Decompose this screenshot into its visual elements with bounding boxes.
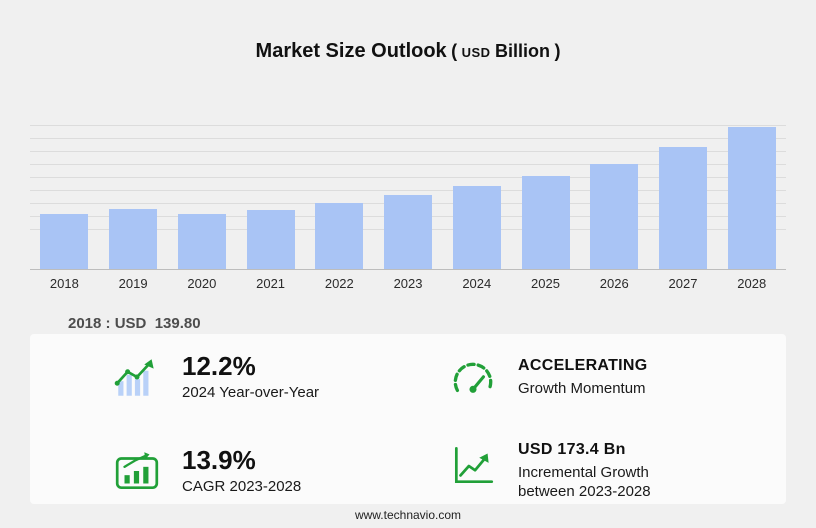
bar-2022 — [315, 203, 364, 269]
bar-chart-plot-area — [30, 125, 786, 270]
stat-momentum-value: ACCELERATING — [518, 357, 648, 374]
stat-incremental-growth: USD 173.4 Bn Incremental Growth between … — [448, 440, 693, 501]
bar-slot — [511, 125, 580, 269]
x-axis-labels: 2018 2019 2020 2021 2022 2023 2024 2025 2026 2027… — [30, 276, 786, 291]
stat-momentum: ACCELERATING Growth Momentum — [448, 356, 648, 406]
stat-cagr: 13.9% CAGR 2023-2028 — [112, 446, 301, 496]
chart-title: Market Size Outlook ( USD Billion ) — [0, 40, 816, 63]
website-url: www.technavio.com — [354, 508, 462, 522]
x-axis-label-2020: 2020 — [187, 276, 217, 291]
bar-slot — [236, 125, 305, 269]
bar-slot — [374, 125, 443, 269]
chart-title-currency: USD — [461, 45, 491, 60]
stat-momentum-caption: Growth Momentum — [518, 379, 646, 397]
x-axis-label-2019: 2019 — [118, 276, 148, 291]
bar-2019 — [109, 209, 158, 269]
bar-2023 — [384, 195, 433, 269]
gridline — [30, 138, 786, 139]
gridline — [30, 190, 786, 191]
bar-2020 — [177, 214, 226, 269]
bar-slot — [167, 125, 236, 269]
x-axis-label-2021: 2021 — [256, 276, 286, 291]
bar-2018 — [40, 214, 89, 269]
growth-line-icon — [448, 440, 498, 490]
x-axis-label-2023: 2023 — [393, 276, 423, 291]
stat-yoy-value: 12.2% — [182, 351, 256, 381]
x-axis-label-2028: 2028 — [737, 276, 767, 291]
gauge-icon — [448, 356, 498, 406]
gridline — [30, 164, 786, 165]
stat-incremental-caption: Incremental Growth between 2023-2028 — [518, 463, 651, 500]
bar-2024 — [452, 186, 501, 269]
bar-slot — [442, 125, 511, 269]
x-axis-label-2025: 2025 — [531, 276, 560, 291]
bar-2027 — [658, 147, 707, 269]
chart-title-main: Market Size Outlook — [255, 40, 447, 62]
x-axis-label-2024: 2024 — [462, 276, 492, 291]
bar-slot — [99, 125, 168, 269]
bar-2025 — [521, 176, 570, 269]
chart-title-paren-close: ) — [554, 41, 561, 61]
stat-incremental-value: USD 173.4 Bn — [518, 441, 626, 458]
stat-yoy-caption: 2024 Year-over-Year — [182, 383, 320, 401]
baseline-value: 2018 : USD 139.80 — [68, 315, 201, 332]
x-axis-label-2027: 2027 — [668, 276, 698, 291]
x-axis-label-2018: 2018 — [49, 276, 79, 291]
stat-cagr-value: 13.9% — [182, 445, 256, 475]
bar-slot — [649, 125, 718, 269]
bar-slot — [305, 125, 374, 269]
x-axis-label-2026: 2026 — [599, 276, 629, 291]
x-axis-label-2022: 2022 — [324, 276, 354, 291]
bar-slot — [580, 125, 649, 269]
gridline — [30, 151, 786, 152]
gridline — [30, 125, 786, 126]
bar-2021 — [246, 210, 295, 269]
stat-cagr-caption: CAGR 2023-2028 — [182, 477, 302, 495]
chart-title-paren-open: ( — [451, 41, 458, 61]
bar-slot — [717, 125, 786, 269]
gridline — [30, 177, 786, 178]
bar-slot — [30, 125, 99, 269]
bar-growth-icon — [112, 352, 162, 402]
stat-yoy: 12.2% 2024 Year-over-Year — [112, 352, 319, 402]
cagr-chart-icon — [112, 446, 162, 496]
bar-2026 — [590, 164, 639, 269]
chart-title-unit: Billion — [495, 41, 550, 61]
bar-2028 — [727, 127, 776, 269]
bar-series — [30, 125, 786, 269]
